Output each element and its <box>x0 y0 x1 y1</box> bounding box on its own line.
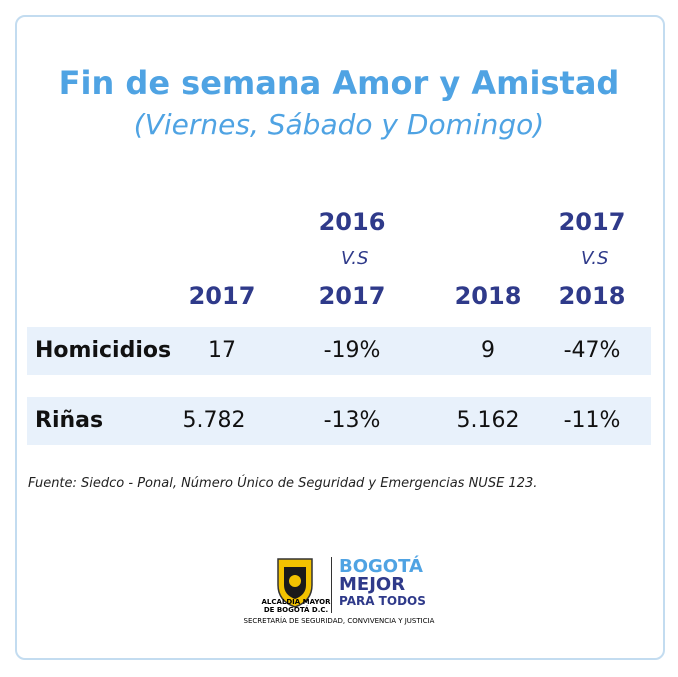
brand: MEJOR <box>339 574 406 595</box>
row-band <box>27 397 651 445</box>
brand: BOGOTÁ <box>339 556 423 577</box>
brand: PARA TODOS <box>339 594 426 608</box>
row-label: Homicidios <box>35 338 172 363</box>
cell: 5.162 <box>456 408 520 433</box>
column-header: 2017 <box>558 208 626 236</box>
logo-footer: SECRETARÍA DE SEGURIDAD, CONVIVENCIA Y J… <box>243 617 435 625</box>
column-header: 2018 <box>558 282 626 310</box>
cell: -19% <box>323 338 381 363</box>
cell: 5.782 <box>182 408 246 433</box>
cell: 17 <box>208 338 236 363</box>
title: Fin de semana Amor y Amistad <box>58 64 620 102</box>
source: Fuente: Siedco - Ponal, Número Único de … <box>28 476 538 491</box>
column-header: 2016 <box>318 208 386 236</box>
divider <box>331 557 332 613</box>
row-band <box>27 327 651 375</box>
cell: -13% <box>323 408 381 433</box>
row-label: Riñas <box>35 408 104 433</box>
cell: 9 <box>481 338 495 363</box>
cell: -47% <box>563 338 621 363</box>
column-header: 2017 <box>188 282 256 310</box>
column-header: 2017 <box>318 282 386 310</box>
subtitle: (Viernes, Sábado y Domingo) <box>133 108 545 141</box>
column-header: 2018 <box>454 282 522 310</box>
logo-shield <box>277 558 313 608</box>
cell: -11% <box>563 408 621 433</box>
column-header: V.S <box>341 248 369 269</box>
column-header: V.S <box>581 248 609 269</box>
logo-text: ALCALDÍA MAYOR <box>261 598 331 606</box>
logo-text: DE BOGOTÁ D.C. <box>263 606 329 614</box>
frame <box>15 15 665 660</box>
